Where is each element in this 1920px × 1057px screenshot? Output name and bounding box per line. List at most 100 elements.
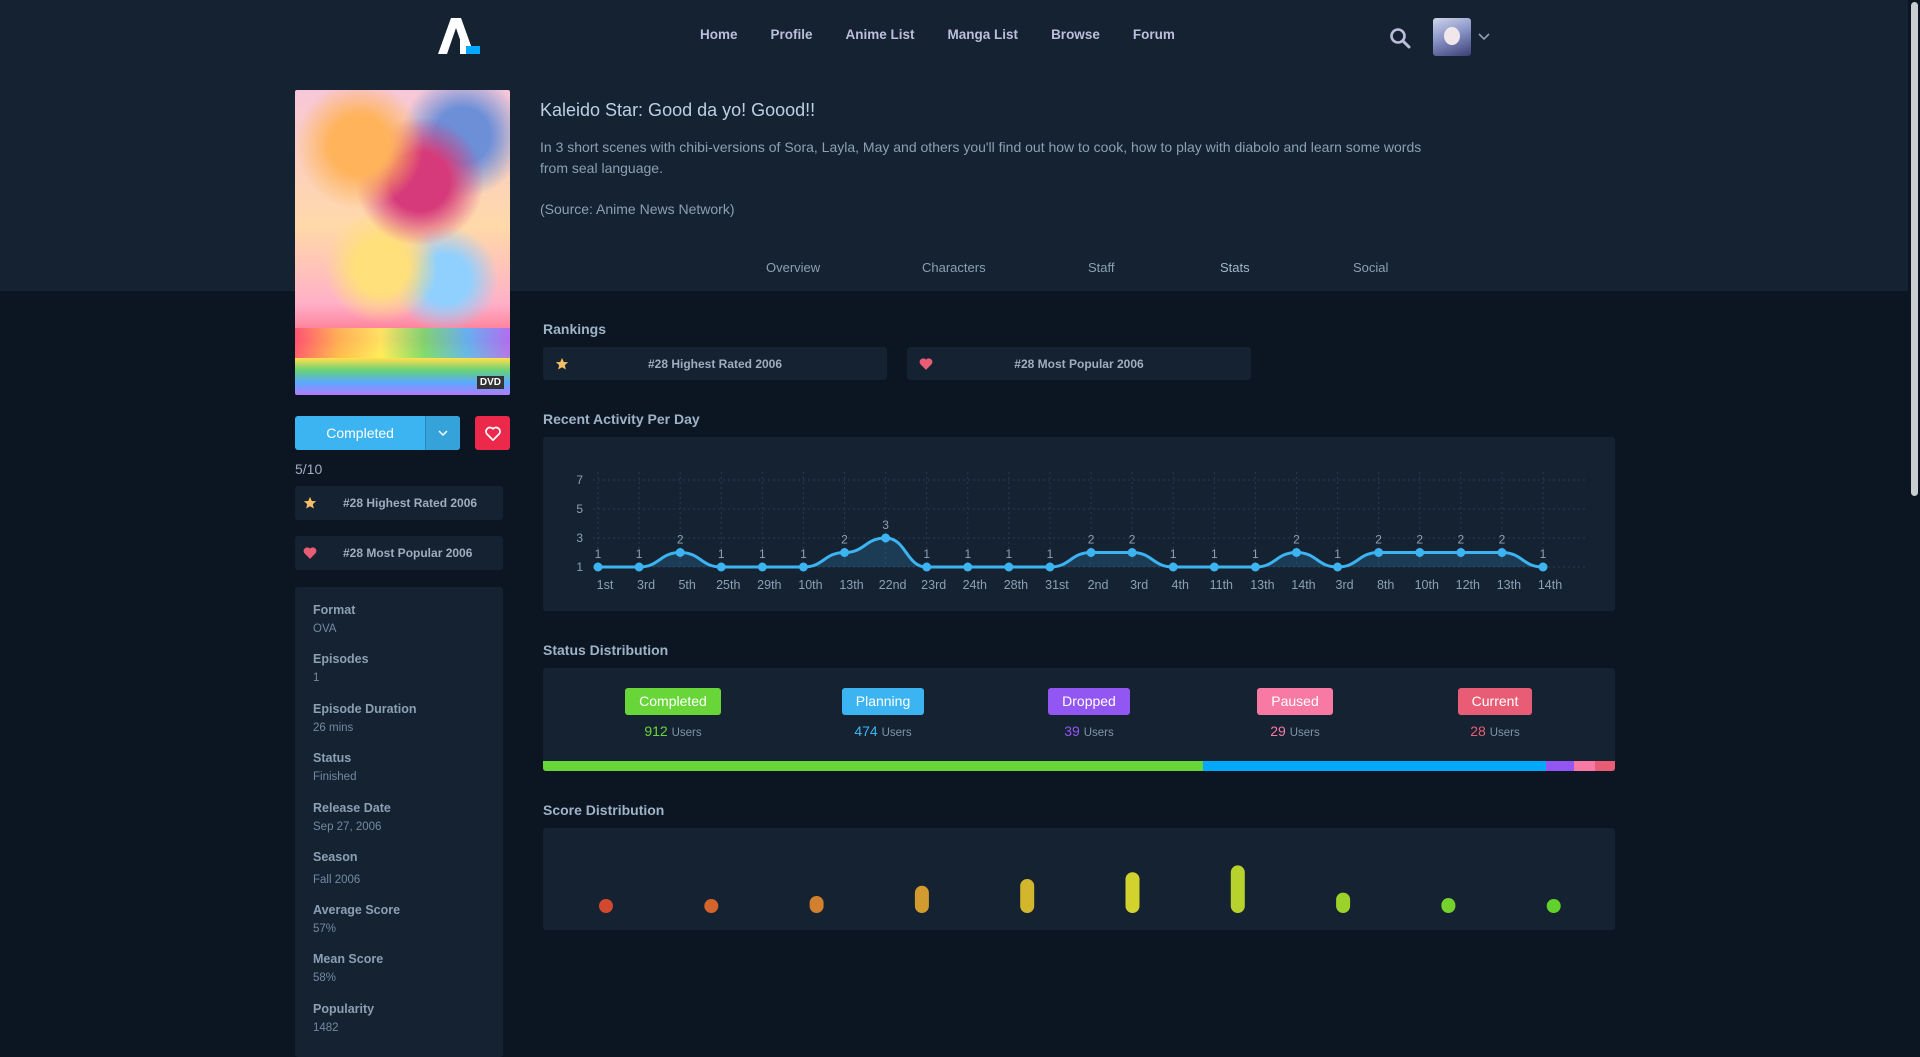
scrollbar-thumb[interactable] bbox=[1911, 2, 1918, 496]
data-type: Season bbox=[313, 850, 358, 864]
data-type: Episode Duration bbox=[313, 702, 417, 716]
nav-browse[interactable]: Browse bbox=[1051, 27, 1100, 42]
x-tick-label: 13th bbox=[1250, 578, 1274, 592]
data-value: Sep 27, 2006 bbox=[313, 821, 382, 833]
activity-value-label: 1 bbox=[718, 547, 725, 561]
activity-value-label: 1 bbox=[923, 547, 930, 561]
tab-stats[interactable]: Stats bbox=[1220, 260, 1250, 275]
data-value[interactable]: Fall 2006 bbox=[313, 874, 361, 886]
tab-staff[interactable]: Staff bbox=[1088, 260, 1115, 275]
tab-overview[interactable]: Overview bbox=[766, 260, 821, 275]
score-distribution-title: Score Distribution bbox=[543, 802, 665, 818]
status-badge: Paused bbox=[1257, 688, 1333, 715]
page-scrollbar[interactable] bbox=[1908, 0, 1920, 1045]
ranking-highest-rated[interactable]: #28 Highest Rated 2006 bbox=[543, 347, 887, 380]
data-value: 26 mins bbox=[313, 722, 354, 734]
status-count: 912 bbox=[644, 723, 668, 739]
tab-characters[interactable]: Characters bbox=[922, 260, 986, 275]
tab-social[interactable]: Social bbox=[1353, 260, 1389, 275]
data-value: 1 bbox=[313, 672, 320, 684]
sidebar-ranking-popular[interactable]: #28 Most Popular 2006 bbox=[295, 536, 503, 570]
data-mean-score: Mean Score 58% bbox=[313, 952, 383, 984]
status-count: 474 bbox=[854, 723, 878, 739]
data-type: Popularity bbox=[313, 1002, 375, 1016]
cover-dvd-mark: DVD bbox=[476, 376, 504, 389]
activity-value-label: 2 bbox=[1293, 533, 1300, 547]
star-icon bbox=[555, 357, 569, 370]
page-title: Kaleido Star: Good da yo! Goood!! bbox=[540, 100, 816, 120]
top-navbar: Home Profile Anime List Manga List Brows… bbox=[0, 0, 1908, 72]
data-average-score: Average Score 57% bbox=[313, 903, 400, 935]
user-score: 5/10 bbox=[295, 461, 323, 477]
sidebar-ranking-rated[interactable]: #28 Highest Rated 2006 bbox=[295, 486, 503, 520]
activity-point bbox=[593, 562, 603, 572]
score-bar bbox=[1020, 879, 1035, 913]
status-dropped: Dropped 39 Users bbox=[1019, 688, 1159, 739]
favourite-button[interactable] bbox=[475, 416, 510, 450]
x-tick-label: 4th bbox=[1172, 578, 1189, 592]
activity-point bbox=[1086, 548, 1096, 557]
ranking-most-popular[interactable]: #28 Most Popular 2006 bbox=[907, 347, 1251, 380]
y-tick-label: 1 bbox=[576, 560, 583, 574]
activity-value-label: 3 bbox=[882, 518, 889, 532]
anilist-logo[interactable] bbox=[438, 18, 480, 54]
score-bar bbox=[1441, 898, 1456, 913]
score-bar bbox=[914, 885, 929, 913]
activity-value-label: 1 bbox=[1006, 547, 1013, 561]
x-tick-label: 24th bbox=[963, 578, 987, 592]
activity-value-label: 1 bbox=[1047, 547, 1054, 561]
nav-home[interactable]: Home bbox=[700, 27, 738, 42]
nav-manga-list[interactable]: Manga List bbox=[947, 27, 1019, 42]
activity-value-label: 1 bbox=[1334, 547, 1341, 561]
data-value: 58% bbox=[313, 972, 337, 984]
activity-value-label: 1 bbox=[636, 547, 643, 561]
status-current: Current 28 Users bbox=[1425, 688, 1565, 739]
nav-anime-list[interactable]: Anime List bbox=[845, 27, 915, 42]
nav-links: Home Profile Anime List Manga List Brows… bbox=[700, 27, 1208, 42]
x-tick-label: 31st bbox=[1045, 578, 1069, 592]
sidebar-ranking-text: #28 Most Popular 2006 bbox=[343, 546, 473, 560]
chevron-down-icon[interactable] bbox=[1478, 31, 1490, 41]
chevron-down-icon bbox=[438, 430, 448, 437]
avatar[interactable] bbox=[1433, 18, 1471, 56]
list-status-button[interactable]: Completed bbox=[295, 416, 460, 450]
activity-point bbox=[798, 562, 808, 572]
score-bar bbox=[1546, 899, 1561, 913]
x-tick-label: 12th bbox=[1456, 578, 1480, 592]
list-dropdown-toggle[interactable] bbox=[425, 416, 460, 450]
status-bar-segment bbox=[543, 761, 1203, 771]
x-tick-label: 22nd bbox=[879, 578, 907, 592]
activity-chart-box: 1 3 5 7 1 1st 1 3rd 2 5th 1 25th 1 29th 1 10th 2 13th 3 22n… bbox=[543, 437, 1615, 611]
activity-title: Recent Activity Per Day bbox=[543, 411, 700, 427]
activity-point bbox=[634, 562, 644, 572]
rankings-title: Rankings bbox=[543, 321, 607, 337]
x-tick-label: 3rd bbox=[1130, 578, 1148, 592]
score-bar bbox=[599, 899, 613, 913]
status-distribution-box: Completed 912 Users Planning 474 Users D… bbox=[543, 668, 1615, 771]
score-bar bbox=[1125, 872, 1140, 913]
x-tick-label: 28th bbox=[1004, 578, 1028, 592]
media-tabs: Overview Characters Staff Stats Social bbox=[540, 260, 1430, 280]
list-status-label: Completed bbox=[326, 425, 394, 441]
search-icon[interactable] bbox=[1389, 27, 1411, 49]
nav-forum[interactable]: Forum bbox=[1132, 27, 1175, 42]
media-source: (Source: Anime News Network) bbox=[540, 201, 735, 217]
data-season: Season Fall 2006 bbox=[313, 850, 360, 886]
star-icon bbox=[303, 496, 317, 509]
activity-point bbox=[675, 548, 685, 557]
status-count-row: 29 Users bbox=[1225, 723, 1365, 739]
activity-point bbox=[963, 562, 973, 572]
media-header bbox=[0, 72, 1908, 291]
data-value: 57% bbox=[313, 923, 337, 935]
x-tick-label: 10th bbox=[1415, 578, 1439, 592]
y-tick-label: 3 bbox=[576, 531, 583, 545]
activity-value-label: 2 bbox=[1416, 533, 1423, 547]
x-tick-label: 8th bbox=[1377, 578, 1394, 592]
nav-profile[interactable]: Profile bbox=[770, 27, 813, 42]
status-count-row: 39 Users bbox=[1019, 723, 1159, 739]
data-type: Release Date bbox=[313, 801, 391, 815]
score-bar bbox=[1230, 865, 1245, 913]
status-badge: Planning bbox=[841, 688, 925, 715]
data-episode-duration: Episode Duration 26 mins bbox=[313, 702, 416, 734]
data-episodes: Episodes 1 bbox=[313, 652, 369, 684]
